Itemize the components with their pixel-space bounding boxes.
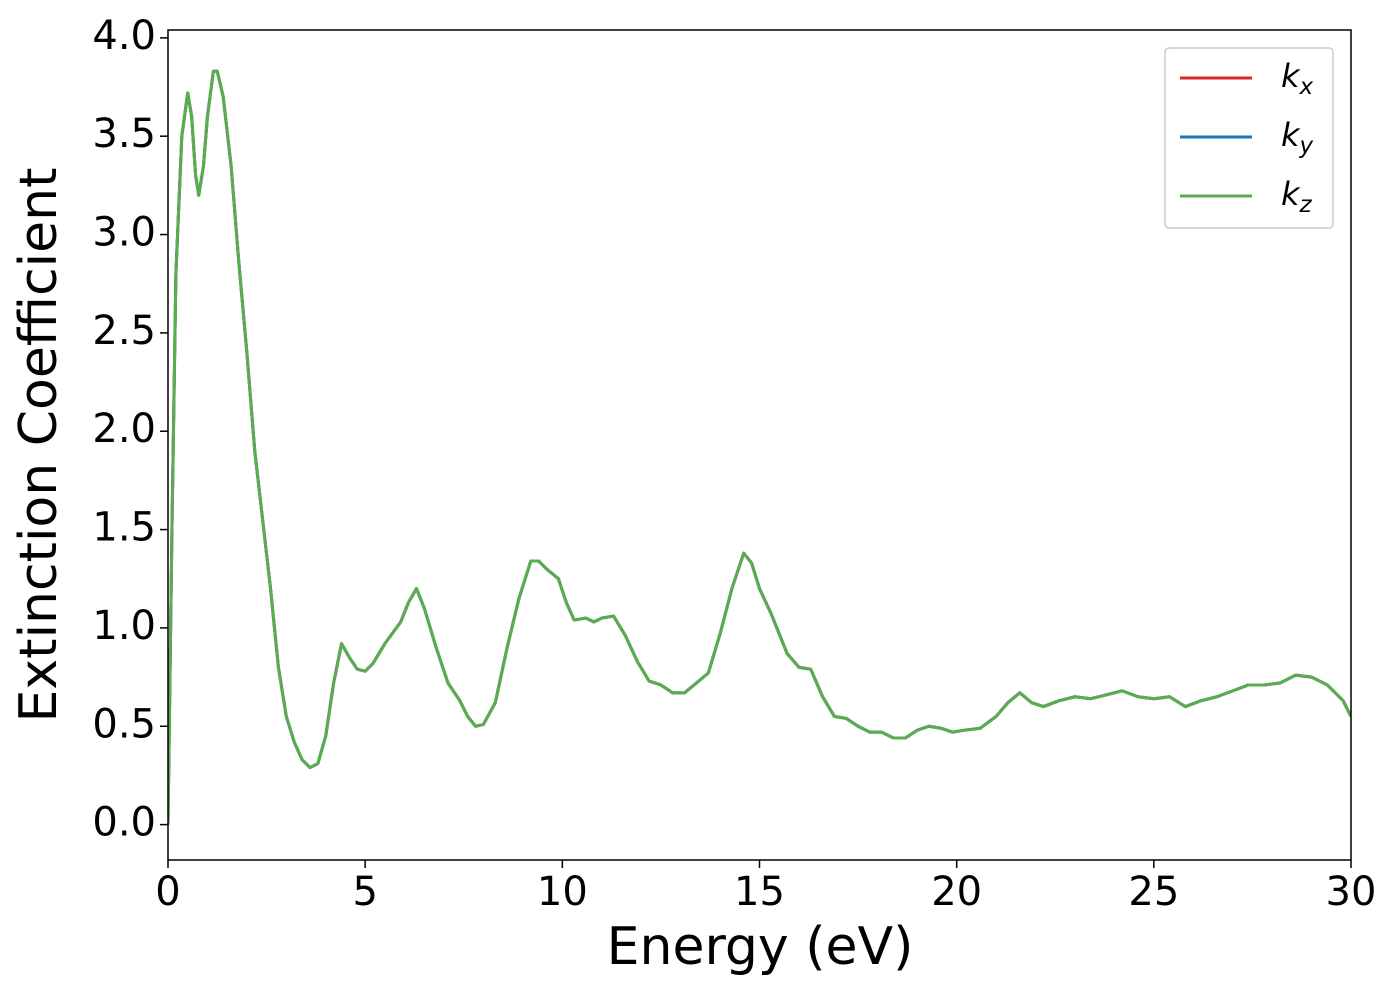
x-tick-label: 15 — [734, 869, 785, 915]
y-tick-label: 4.0 — [92, 13, 156, 59]
x-tick-label: 5 — [352, 869, 377, 915]
y-tick-label: 3.0 — [92, 210, 156, 256]
y-tick-label: 0.5 — [92, 701, 156, 747]
y-tick-label: 0.0 — [92, 800, 156, 846]
x-tick-label: 10 — [537, 869, 588, 915]
x-tick-label: 20 — [931, 869, 982, 915]
y-tick-label: 1.5 — [92, 505, 156, 551]
x-tick-label: 25 — [1128, 869, 1179, 915]
legend-label: kz — [1281, 175, 1313, 218]
x-tick-label: 30 — [1326, 869, 1377, 915]
plot-lines — [168, 69, 1351, 825]
data-line — [168, 69, 1351, 825]
y-tick-label: 2.0 — [92, 406, 156, 452]
legend-label: kx — [1281, 57, 1314, 100]
legend-label: ky — [1281, 116, 1314, 159]
y-axis-label: Extinction Coefficient — [9, 168, 69, 723]
x-axis-label: Energy (eV) — [607, 917, 914, 977]
plot-frame — [167, 29, 1352, 861]
x-tick-label: 0 — [155, 869, 180, 915]
y-tick-label: 2.5 — [92, 308, 156, 354]
y-tick-label: 1.0 — [92, 603, 156, 649]
y-tick-label: 3.5 — [92, 111, 156, 157]
